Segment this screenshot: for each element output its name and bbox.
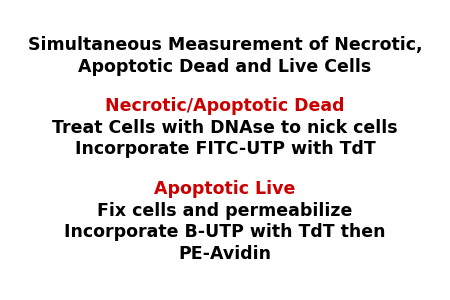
Text: Fix cells and permeabilize: Fix cells and permeabilize: [97, 202, 353, 220]
Text: Incorporate B-UTP with TdT then: Incorporate B-UTP with TdT then: [64, 223, 386, 241]
Text: Simultaneous Measurement of Necrotic,: Simultaneous Measurement of Necrotic,: [28, 36, 422, 54]
Text: Necrotic/Apoptotic Dead: Necrotic/Apoptotic Dead: [105, 97, 345, 115]
Text: Treat Cells with DNAse to nick cells: Treat Cells with DNAse to nick cells: [52, 119, 398, 137]
Text: Apoptotic Live: Apoptotic Live: [154, 180, 296, 198]
Text: Apoptotic Dead and Live Cells: Apoptotic Dead and Live Cells: [78, 58, 372, 76]
Text: PE-Avidin: PE-Avidin: [179, 245, 271, 263]
Text: Incorporate FITC-UTP with TdT: Incorporate FITC-UTP with TdT: [75, 140, 375, 158]
